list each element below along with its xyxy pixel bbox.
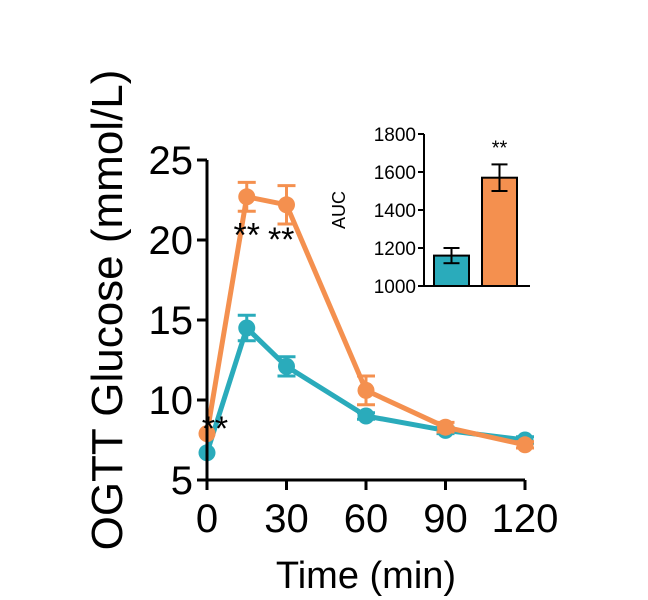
inset-significance-marker: ** — [492, 137, 508, 159]
data-point — [437, 418, 454, 436]
x-axis-label: Time (min) — [276, 555, 456, 597]
x-tick-label: 60 — [344, 497, 389, 541]
significance-marker: ** — [234, 216, 260, 254]
inset-annotations-layer: ** — [492, 137, 508, 159]
inset-y-tick-label: 1800 — [374, 125, 416, 146]
x-tick-label: 0 — [196, 497, 218, 541]
data-point — [357, 381, 375, 399]
axes-layer: 5 10 15 20 25 0 30 60 90 120 — [149, 139, 559, 541]
data-point — [357, 407, 375, 425]
significance-marker: ** — [202, 410, 228, 448]
inset-y-tick-label: 1000 — [374, 277, 416, 298]
x-tick-label: 120 — [492, 497, 559, 541]
data-point — [516, 436, 534, 454]
y-tick-label: 20 — [149, 219, 194, 263]
annotations-layer: ** **** — [202, 216, 295, 448]
y-tick-label: 10 — [149, 379, 194, 423]
inset-bar-2 — [481, 176, 518, 287]
auc-inset-bar-chart: 1000 1200 1400 1600 1800 ** AUC — [329, 125, 530, 298]
x-tick-label: 30 — [264, 497, 309, 541]
y-tick-label: 5 — [171, 459, 193, 503]
y-tick-label: 25 — [149, 139, 194, 183]
inset-y-axis-label: AUC — [329, 191, 349, 229]
data-point — [278, 357, 295, 375]
data-point — [238, 319, 256, 337]
series-2 — [198, 180, 534, 454]
y-axis-label: OGTT Glucose (mmol/L) — [83, 70, 132, 551]
series-layer — [198, 180, 534, 462]
significance-marker: ** — [268, 221, 294, 259]
data-point — [238, 188, 256, 206]
y-tick-label: 15 — [149, 299, 194, 343]
inset-y-tick-label: 1600 — [374, 163, 416, 184]
data-point — [278, 196, 295, 214]
inset-bars-layer — [433, 163, 518, 288]
inset-axes-layer: 1000 1200 1400 1600 1800 — [374, 125, 530, 298]
inset-y-tick-label: 1400 — [374, 201, 416, 222]
series-line — [204, 194, 526, 448]
x-tick-label: 90 — [423, 497, 468, 541]
inset-y-tick-label: 1200 — [374, 239, 416, 260]
